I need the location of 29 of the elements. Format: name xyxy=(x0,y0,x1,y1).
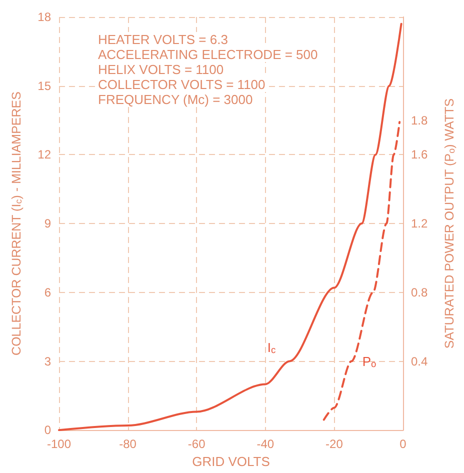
y-tick-label: 9 xyxy=(44,216,52,231)
annotation: FREQUENCY (Mc) = 3000 xyxy=(98,92,253,107)
y-axis-title: COLLECTOR CURRENT (Ic) - MILLIAMPERES xyxy=(10,92,24,356)
x-tick-label: -80 xyxy=(119,437,137,452)
y-tick-label: 15 xyxy=(38,78,52,93)
series-label: Po xyxy=(362,354,376,369)
y-tick-label: 0 xyxy=(44,423,52,438)
y-tick-label: 12 xyxy=(38,148,52,162)
y-tick-label: 6 xyxy=(44,285,52,300)
y2-axis-title: SATURATED POWER OUTPUT (Po) WATTS xyxy=(442,98,456,349)
y2-tick-label: 0.4 xyxy=(411,354,428,368)
y2-tick-label: 1.2 xyxy=(411,216,428,231)
y2-tick-label: 0.8 xyxy=(411,285,428,300)
y-tick-label: 3 xyxy=(44,354,52,368)
y2-tick-label: 1.8 xyxy=(411,113,428,128)
line-series xyxy=(322,120,401,421)
y2-tick-label: 1.6 xyxy=(411,148,428,162)
annotation: ACCELERATING ELECTRODE = 500 xyxy=(98,47,318,62)
x-axis-title: GRID VOLTS xyxy=(192,454,270,469)
annotation: COLLECTOR VOLTS = 1100 xyxy=(98,77,266,92)
x-tick-label: 0 xyxy=(400,437,407,452)
x-tick-label: -60 xyxy=(188,437,206,452)
series-label: Ic xyxy=(267,340,276,355)
x-tick-label: -20 xyxy=(326,437,344,452)
y-tick-label: 18 xyxy=(38,10,52,24)
annotation: HEATER VOLTS = 6.3 xyxy=(98,32,228,47)
x-tick-label: -40 xyxy=(256,437,274,452)
x-tick-label: -100 xyxy=(46,437,72,452)
annotation: HELIX VOLTS = 1100 xyxy=(98,62,224,77)
